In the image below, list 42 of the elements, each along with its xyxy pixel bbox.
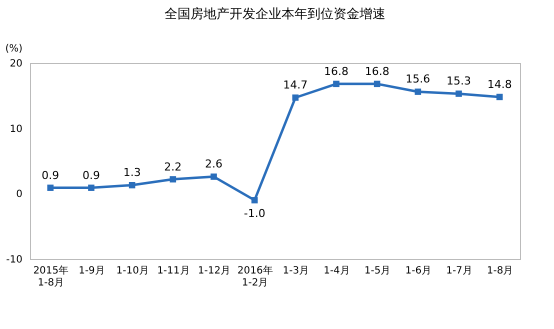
data-label: 15.6	[406, 72, 430, 86]
y-tick-label: 0	[16, 189, 22, 200]
data-label: 15.3	[446, 74, 471, 88]
x-tick-label: 1-6月	[405, 266, 432, 276]
point	[128, 182, 136, 188]
point	[47, 184, 54, 191]
y-axis-title: (%)	[5, 44, 23, 54]
x-tick-label: 1-11月	[157, 266, 190, 276]
x-tick-label: 1-8月	[486, 266, 514, 276]
point	[374, 80, 380, 88]
data-label: 2.2	[164, 160, 182, 174]
chart-title: 全国房地产开发企业本年到位资金增速	[164, 6, 386, 22]
point	[456, 90, 462, 97]
point	[333, 80, 340, 88]
y-tick-label: 20	[10, 58, 22, 70]
x-tick-label: 2016年 1-2月	[237, 264, 273, 288]
x-tick-label: 2015年 1-8月	[33, 264, 69, 288]
data-label: 16.8	[324, 64, 348, 78]
x-tick-label: 1-12月	[198, 266, 231, 276]
x-tick-label: 1-4月	[324, 266, 350, 276]
x-tick-label: 1-3月	[282, 266, 310, 276]
x-tick-label: 1-9月	[78, 266, 105, 276]
point	[88, 184, 94, 191]
x-tick-label: 1-5月	[364, 266, 391, 276]
data-label: 2.6	[205, 158, 222, 171]
data-label: 16.8	[364, 64, 390, 78]
point	[414, 88, 422, 95]
y-tick-label: -10	[6, 254, 22, 266]
point	[292, 94, 299, 101]
point	[170, 176, 176, 182]
point	[251, 197, 258, 204]
point	[210, 174, 217, 180]
x-tick-label: 1-7月	[446, 266, 472, 276]
y-tick-label: 10	[10, 124, 22, 135]
data-label: 1.3	[123, 166, 141, 180]
data-label: 14.8	[487, 78, 512, 91]
data-label: 0.9	[42, 168, 60, 182]
data-label: 14.7	[283, 78, 308, 92]
data-label: -1.0	[244, 207, 266, 220]
x-tick-label: 1-10月	[116, 266, 149, 276]
point	[496, 94, 503, 100]
data-label: 0.9	[82, 168, 100, 182]
